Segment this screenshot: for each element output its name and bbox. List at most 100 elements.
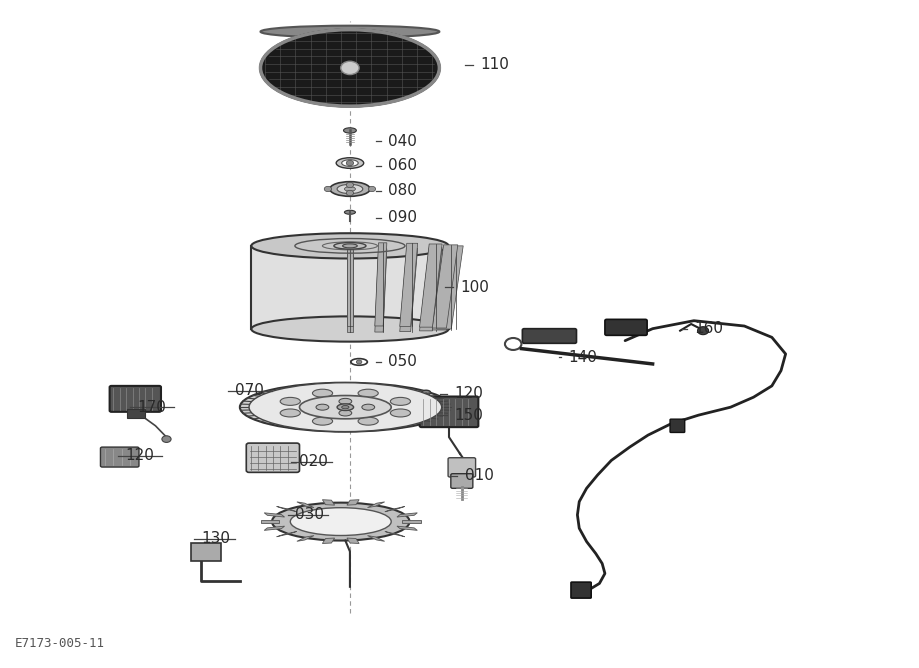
Text: 020: 020 [299,454,327,469]
Circle shape [697,327,708,335]
Polygon shape [346,500,358,505]
Bar [251,246,448,329]
Circle shape [356,360,361,364]
FancyBboxPatch shape [419,397,478,427]
Polygon shape [419,248,442,331]
Text: 010: 010 [464,468,493,483]
Ellipse shape [240,383,450,432]
Text: 130: 130 [201,531,230,546]
Ellipse shape [272,502,409,540]
FancyBboxPatch shape [127,409,145,418]
Polygon shape [346,249,352,332]
Text: 120: 120 [125,448,153,463]
Polygon shape [402,520,420,523]
Polygon shape [396,526,417,530]
Polygon shape [346,242,352,326]
Ellipse shape [312,389,333,397]
Polygon shape [277,532,296,537]
Ellipse shape [336,184,362,194]
Ellipse shape [361,404,374,410]
Ellipse shape [290,508,391,536]
Polygon shape [432,247,458,330]
Text: 050: 050 [388,355,417,369]
FancyBboxPatch shape [246,443,300,472]
Polygon shape [277,506,296,512]
Polygon shape [384,532,404,537]
FancyBboxPatch shape [109,386,161,412]
FancyBboxPatch shape [448,458,475,477]
Ellipse shape [249,383,441,432]
Ellipse shape [260,29,439,106]
Polygon shape [396,513,417,517]
FancyBboxPatch shape [605,319,646,335]
Ellipse shape [334,242,366,249]
Circle shape [346,190,353,196]
Polygon shape [297,536,313,541]
Text: 060: 060 [388,158,417,173]
Text: 170: 170 [137,399,165,415]
Ellipse shape [342,244,357,248]
Ellipse shape [336,404,353,411]
Ellipse shape [390,409,410,417]
Circle shape [346,160,353,166]
Ellipse shape [341,160,357,166]
Ellipse shape [280,397,300,405]
Polygon shape [261,520,279,523]
Text: 090: 090 [388,210,417,225]
Ellipse shape [300,395,391,419]
Polygon shape [264,513,284,517]
FancyBboxPatch shape [571,582,591,598]
FancyBboxPatch shape [669,419,684,432]
Ellipse shape [251,317,448,341]
Ellipse shape [315,404,328,410]
Polygon shape [419,244,442,327]
Text: 030: 030 [295,508,323,522]
FancyBboxPatch shape [522,329,576,343]
Polygon shape [367,536,384,541]
Ellipse shape [280,409,300,417]
Text: 040: 040 [388,134,417,148]
Ellipse shape [357,389,378,397]
Ellipse shape [390,397,410,405]
Ellipse shape [343,128,356,133]
Polygon shape [367,502,384,508]
Ellipse shape [260,25,439,37]
Text: 110: 110 [480,57,508,72]
FancyBboxPatch shape [450,474,472,488]
Circle shape [346,182,353,188]
Text: 080: 080 [388,184,417,198]
Circle shape [368,186,375,192]
Ellipse shape [338,410,351,416]
Polygon shape [374,243,386,326]
Polygon shape [384,506,404,512]
Ellipse shape [344,210,355,214]
Circle shape [162,436,171,442]
Polygon shape [374,249,386,332]
Text: 070: 070 [235,383,264,398]
Ellipse shape [251,233,448,259]
Polygon shape [432,245,458,328]
Polygon shape [400,243,417,327]
Polygon shape [322,500,335,505]
Circle shape [340,61,358,75]
Polygon shape [400,248,417,331]
Ellipse shape [338,398,351,404]
Text: 100: 100 [460,280,488,295]
Polygon shape [346,538,358,544]
Ellipse shape [344,186,355,191]
Text: 140: 140 [568,350,596,365]
FancyBboxPatch shape [100,447,139,467]
Polygon shape [322,538,335,544]
Ellipse shape [341,405,348,409]
Ellipse shape [329,182,369,196]
Circle shape [323,186,331,192]
FancyBboxPatch shape [191,543,221,561]
Ellipse shape [357,417,378,425]
Ellipse shape [421,390,430,395]
Text: E7173-005-11: E7173-005-11 [15,637,105,650]
Polygon shape [437,246,462,329]
Polygon shape [264,526,284,530]
Polygon shape [297,502,313,508]
Text: 160: 160 [694,321,723,336]
Text: 120: 120 [454,386,482,401]
